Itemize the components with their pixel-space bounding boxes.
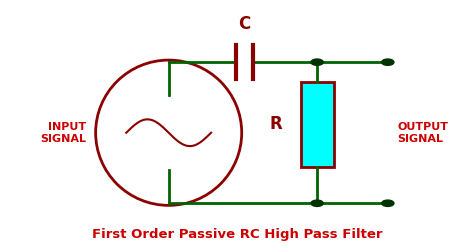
- Circle shape: [311, 200, 323, 206]
- Circle shape: [382, 200, 394, 206]
- Text: OUTPUT
SIGNAL: OUTPUT SIGNAL: [397, 122, 448, 143]
- Text: C: C: [238, 15, 250, 33]
- Text: First Order Passive RC High Pass Filter: First Order Passive RC High Pass Filter: [92, 228, 382, 241]
- Text: INPUT
SIGNAL: INPUT SIGNAL: [40, 122, 86, 143]
- Circle shape: [382, 59, 394, 65]
- Circle shape: [311, 59, 323, 65]
- Text: R: R: [269, 115, 282, 133]
- Bar: [301, 82, 334, 167]
